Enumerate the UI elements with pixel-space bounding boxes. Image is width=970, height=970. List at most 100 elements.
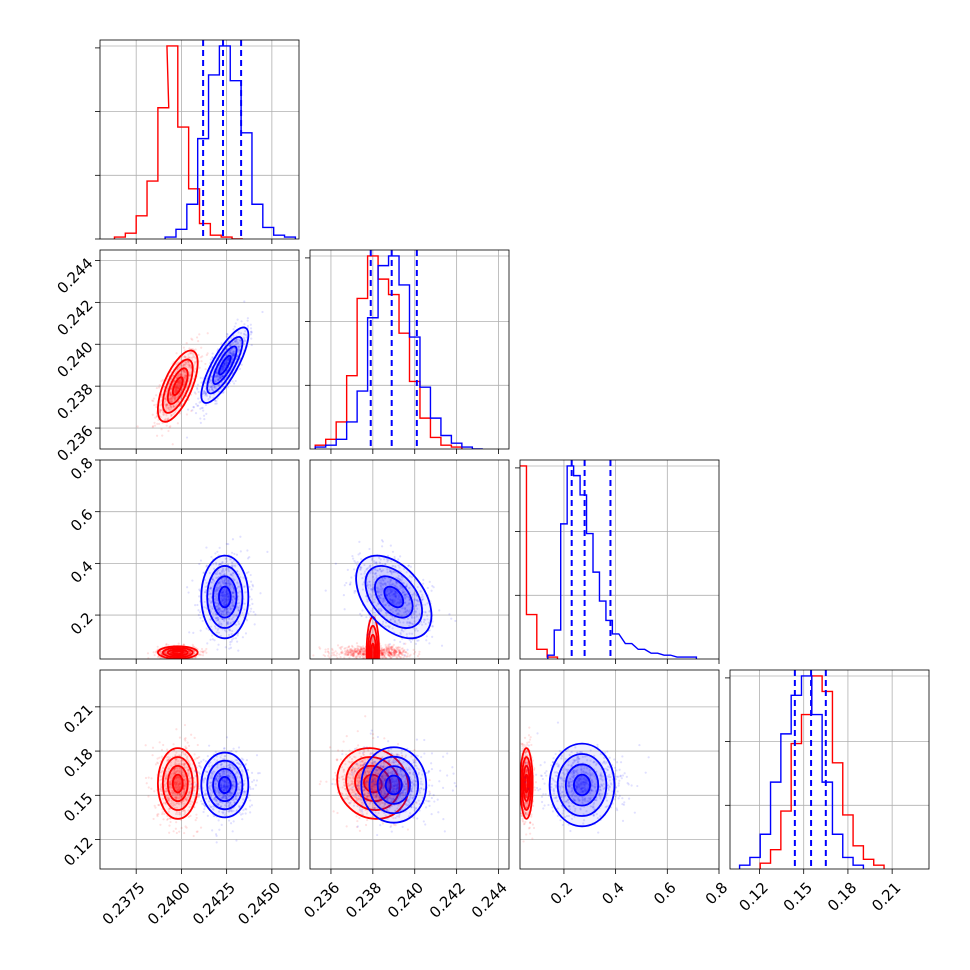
sample-point (250, 337, 253, 340)
sample-point (226, 621, 229, 624)
sample-point (210, 386, 213, 389)
sample-point (357, 649, 360, 652)
sample-point (196, 603, 199, 607)
sample-point (214, 627, 217, 630)
sample-point (231, 341, 235, 344)
sample-point (204, 393, 208, 396)
sample-point (183, 376, 186, 379)
sample-point (339, 655, 342, 659)
sample-point (219, 572, 222, 576)
sample-point (170, 387, 173, 391)
sample-point (230, 337, 233, 340)
sample-point (259, 592, 262, 595)
sample-point (375, 662, 377, 664)
sample-point (248, 604, 251, 607)
sample-point (222, 351, 225, 354)
sample-point (183, 355, 186, 358)
sample-point (164, 398, 168, 401)
sample-point (233, 588, 236, 592)
sample-point (248, 595, 251, 598)
sample-point (153, 424, 157, 427)
sample-point (169, 393, 172, 396)
sample-point (192, 355, 195, 358)
sample-point (202, 392, 206, 395)
sample-point (167, 417, 170, 420)
sample-point (176, 386, 179, 389)
sample-point (428, 580, 431, 583)
sample-point (136, 425, 139, 428)
sample-point (186, 741, 189, 744)
sample-point (243, 333, 246, 336)
sample-point (183, 651, 186, 654)
sample-point (215, 376, 218, 379)
sample-point (165, 414, 168, 417)
contour-level-1 (166, 648, 189, 657)
sample-point (406, 648, 409, 651)
sample-point (335, 654, 338, 657)
sample-point (189, 374, 192, 377)
sample-point (245, 333, 248, 337)
sample-point (194, 604, 197, 607)
sample-point (219, 608, 222, 612)
sample-point (229, 622, 232, 625)
sample-point (160, 380, 163, 383)
sample-point (185, 374, 188, 377)
sample-point (226, 599, 229, 602)
sample-point (194, 367, 197, 370)
sample-point (199, 653, 203, 657)
sample-point (188, 347, 191, 350)
sample-point (187, 744, 191, 747)
sample-point (216, 648, 219, 651)
panel-frame (519, 459, 720, 660)
sample-point (184, 376, 187, 379)
sample-point (177, 367, 180, 370)
sample-point (226, 611, 229, 614)
sample-point (352, 568, 356, 571)
sample-point (237, 649, 240, 652)
sample-point (167, 406, 170, 409)
sample-point (231, 352, 235, 355)
sample-point (226, 332, 229, 335)
sample-point (239, 550, 242, 553)
sample-point (179, 397, 183, 400)
sample-point (225, 583, 228, 586)
sample-point (388, 643, 392, 646)
sample-point (223, 361, 227, 364)
sample-point (261, 310, 264, 314)
sample-point (205, 377, 209, 381)
sample-point (222, 613, 225, 616)
sample-point (203, 389, 206, 393)
sample-point (231, 591, 234, 594)
sample-point (249, 610, 252, 613)
sample-point (440, 644, 444, 647)
sample-point (196, 386, 199, 390)
sample-point (215, 384, 219, 387)
sample-point (396, 646, 400, 649)
sample-point (225, 593, 228, 596)
sample-point (232, 605, 235, 608)
sample-point (180, 826, 183, 830)
sample-point (226, 361, 229, 364)
sample-point (205, 564, 209, 567)
sample-point (223, 362, 226, 366)
sample-point (204, 368, 207, 371)
sample-point (233, 341, 237, 344)
sample-point (229, 349, 232, 352)
sample-point (224, 603, 228, 606)
sample-point (195, 801, 198, 804)
sample-point (165, 407, 168, 410)
sample-point (155, 403, 158, 406)
sample-point (221, 365, 224, 368)
sample-point (160, 748, 164, 752)
sample-point (174, 410, 177, 414)
sample-point (208, 389, 211, 392)
sample-point (174, 387, 177, 390)
sample-point (192, 631, 195, 634)
sample-point (167, 429, 170, 433)
sample-point (183, 363, 186, 366)
sample-point (189, 366, 192, 369)
sample-point (225, 362, 228, 365)
sample-point (448, 613, 451, 616)
sample-point (239, 332, 243, 335)
sample-point (221, 594, 224, 597)
